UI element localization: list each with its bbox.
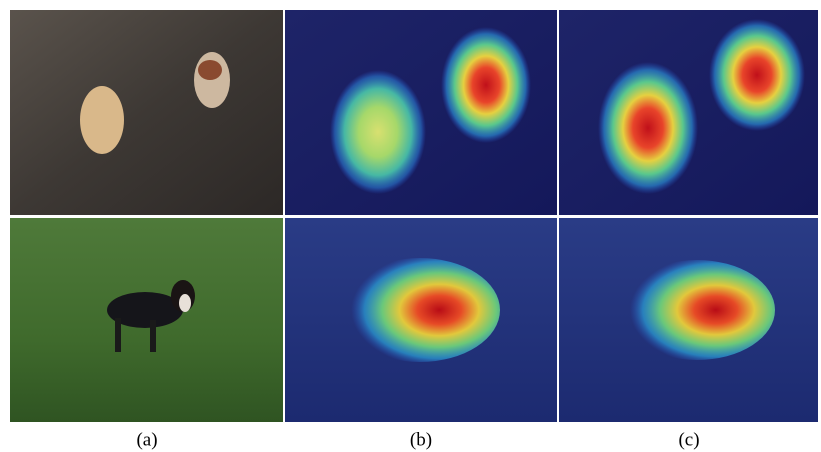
caption: (b): [410, 429, 432, 450]
heatmap-chickens-c: [559, 10, 818, 215]
heatmap-dog-c: [559, 218, 818, 422]
caption: (a): [136, 429, 157, 450]
photo-dog: [10, 218, 283, 422]
figure: (a) (b) (c): [0, 0, 821, 452]
photo-chickens: [10, 10, 283, 215]
caption: (c): [678, 429, 699, 450]
heatmap-chickens-b: [285, 10, 557, 215]
heatmap-dog-b: [285, 218, 557, 422]
